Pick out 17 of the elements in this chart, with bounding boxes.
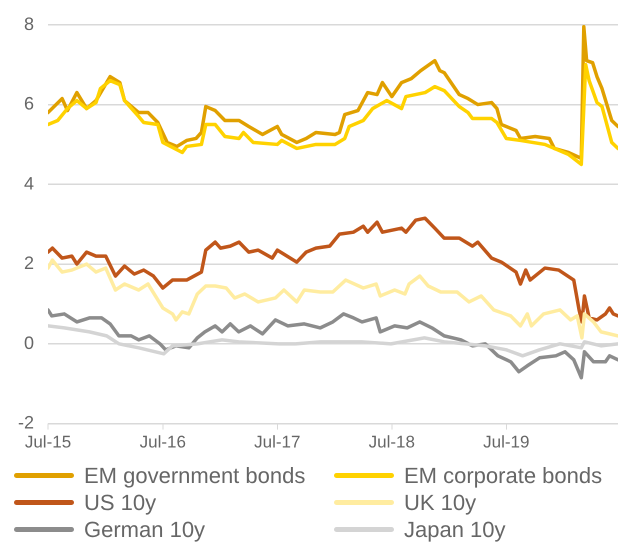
legend-label: EM corporate bonds (404, 462, 602, 489)
y-tick-label: 0 (24, 332, 34, 353)
y-tick-label: 8 (24, 14, 34, 34)
legend-label: EM government bonds (84, 462, 306, 489)
x-tick-label: Jul-16 (140, 432, 186, 452)
y-tick-label: 4 (24, 173, 34, 194)
y-tick-label: -2 (18, 412, 34, 433)
x-tick-label: Jul-19 (483, 432, 530, 452)
legend-label: German 10y (84, 516, 206, 543)
y-tick-label: 2 (24, 253, 34, 274)
x-tick-label: Jul-18 (368, 432, 415, 452)
legend-label: UK 10y (404, 489, 476, 516)
legend-label: Japan 10y (404, 516, 506, 543)
x-tick-label: Jul-17 (254, 432, 300, 452)
x-tick-label: Jul-15 (24, 432, 72, 452)
legend-label: US 10y (84, 489, 156, 516)
y-tick-label: 6 (24, 94, 34, 114)
